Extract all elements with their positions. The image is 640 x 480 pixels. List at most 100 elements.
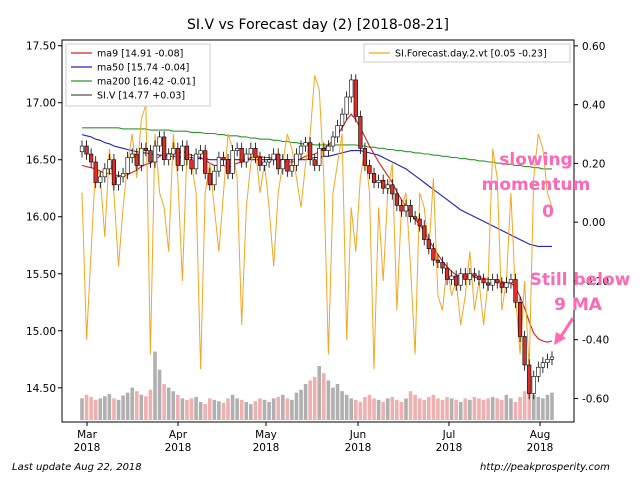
candle-body xyxy=(116,176,121,186)
x-tick-label: May xyxy=(255,429,277,441)
candle xyxy=(367,159,372,180)
candle-body xyxy=(89,153,94,163)
legend-left-label: SI.V [14.77 +0.03] xyxy=(97,91,185,102)
right-tick-label: 0.60 xyxy=(582,41,605,53)
volume-bar xyxy=(449,398,454,420)
candle-body xyxy=(499,282,504,288)
volume-bar xyxy=(417,398,422,420)
volume-bar xyxy=(413,394,417,420)
volume-bar xyxy=(157,369,162,420)
candle-body xyxy=(504,282,509,288)
volume-bar xyxy=(312,376,317,420)
volume-bar xyxy=(518,396,522,420)
source-link[interactable]: http://peakprosperity.com xyxy=(480,462,610,473)
candle-body xyxy=(545,358,550,364)
candle-body xyxy=(298,145,304,155)
candle xyxy=(463,268,468,286)
volume-bar xyxy=(426,396,431,420)
volume-bar xyxy=(331,387,335,420)
candle xyxy=(394,188,399,212)
candle-body xyxy=(248,148,253,155)
candle xyxy=(148,144,153,168)
candle xyxy=(476,270,482,286)
candle-body xyxy=(257,157,263,166)
candle xyxy=(472,268,477,282)
volume-bar xyxy=(349,398,354,420)
volume-bar xyxy=(176,394,180,420)
volume-bar xyxy=(536,396,541,420)
candle-body xyxy=(362,148,368,166)
candle-body xyxy=(508,279,514,284)
right-tick-label: -0.60 xyxy=(582,393,609,405)
volume-bar xyxy=(436,398,440,420)
last-update-text: Last update Aug 22, 2018 xyxy=(12,462,142,473)
candle-body xyxy=(239,148,244,163)
candle-body xyxy=(390,184,395,195)
annotation-slowing: slowing xyxy=(499,150,572,170)
volume-bar xyxy=(431,394,436,420)
volume-bar xyxy=(267,402,271,420)
candle xyxy=(198,144,203,160)
candle xyxy=(266,154,272,168)
candle xyxy=(157,131,162,152)
candle xyxy=(326,140,331,157)
volume-bar xyxy=(550,392,554,420)
candle xyxy=(353,74,358,123)
candle-body xyxy=(463,273,468,280)
candle-body xyxy=(235,148,240,151)
candle xyxy=(116,171,121,191)
volume-bar xyxy=(93,399,98,420)
candle xyxy=(527,359,532,400)
annotation-9ma: 9 MA xyxy=(554,295,603,315)
candle xyxy=(120,167,126,183)
volume-bar xyxy=(290,399,294,420)
candle-body xyxy=(326,145,331,151)
legend-left: ma9 [14.91 -0.08] ma50 [15.74 -0.04] ma200… xyxy=(65,43,211,107)
candle-body xyxy=(408,205,413,218)
volume-bar xyxy=(144,396,148,420)
x-tick-label: 2018 xyxy=(345,442,372,454)
volume-bar xyxy=(385,398,390,420)
candle-body xyxy=(276,153,281,170)
candle-body xyxy=(376,179,381,183)
candle xyxy=(417,213,422,232)
x-tick-label: Mar xyxy=(77,429,97,441)
candle xyxy=(152,140,158,168)
candle xyxy=(253,142,258,164)
candle xyxy=(467,268,472,286)
candle xyxy=(504,277,509,294)
legend-right: SI.Forecast.day.2.vt [0.05 -0.23] xyxy=(363,43,571,63)
candle-body xyxy=(481,279,486,284)
candle-body xyxy=(148,150,153,163)
left-tick-label: 15.50 xyxy=(26,269,56,281)
volume-bar xyxy=(276,396,281,420)
candle-body xyxy=(513,279,518,303)
candle-body xyxy=(476,275,482,280)
candle xyxy=(298,140,304,160)
candle-body xyxy=(152,145,158,163)
volume-bar xyxy=(381,402,385,420)
volume-bar xyxy=(112,398,116,420)
candle xyxy=(330,131,336,152)
candle-body xyxy=(216,157,221,172)
candle-body xyxy=(84,145,89,155)
candle xyxy=(431,242,436,266)
volume-bar xyxy=(454,399,458,420)
volume-bar xyxy=(527,387,531,420)
candle-body xyxy=(262,161,267,166)
candle-body xyxy=(403,205,409,212)
candle-body xyxy=(280,159,285,170)
candle-body xyxy=(422,225,427,240)
candle xyxy=(486,277,491,291)
candle-body xyxy=(454,275,459,286)
x-tick-label: Jul xyxy=(442,429,456,441)
candle-body xyxy=(444,267,450,280)
annotation-arrow xyxy=(554,317,575,345)
candle xyxy=(358,110,363,155)
volume-bar xyxy=(472,396,477,420)
candle xyxy=(271,148,276,166)
volume-bar xyxy=(134,391,139,420)
volume-bar xyxy=(317,366,322,420)
candle-body xyxy=(536,366,541,377)
volume-bar xyxy=(308,380,312,420)
